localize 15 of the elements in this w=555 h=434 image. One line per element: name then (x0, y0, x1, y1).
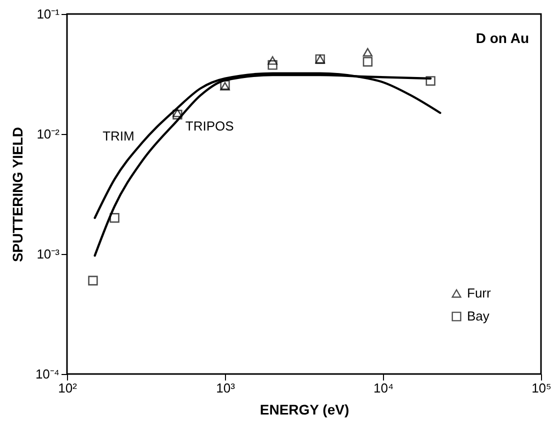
y-tick-label: 10⁻¹ (36, 6, 60, 22)
series-label: TRIPOS (185, 118, 234, 134)
y-tick-label: 10⁻³ (36, 246, 60, 262)
y-axis-title: SPUTTERING YIELD (9, 126, 26, 262)
legend-label: Furr (467, 286, 492, 300)
x-axis-title: ENERGY (eV) (260, 402, 350, 418)
legend-label: Bay (467, 308, 490, 324)
x-tick-label: 10³ (216, 380, 236, 396)
y-tick-label: 10⁻² (36, 126, 60, 142)
annotation: D on Au (476, 30, 529, 46)
y-tick-label: 10⁻⁴ (35, 366, 60, 382)
x-tick-label: 10⁴ (373, 380, 394, 396)
series-label: TRIM (102, 128, 134, 144)
x-tick-label: 10² (58, 380, 78, 396)
x-tick-label: 10⁵ (532, 380, 552, 396)
